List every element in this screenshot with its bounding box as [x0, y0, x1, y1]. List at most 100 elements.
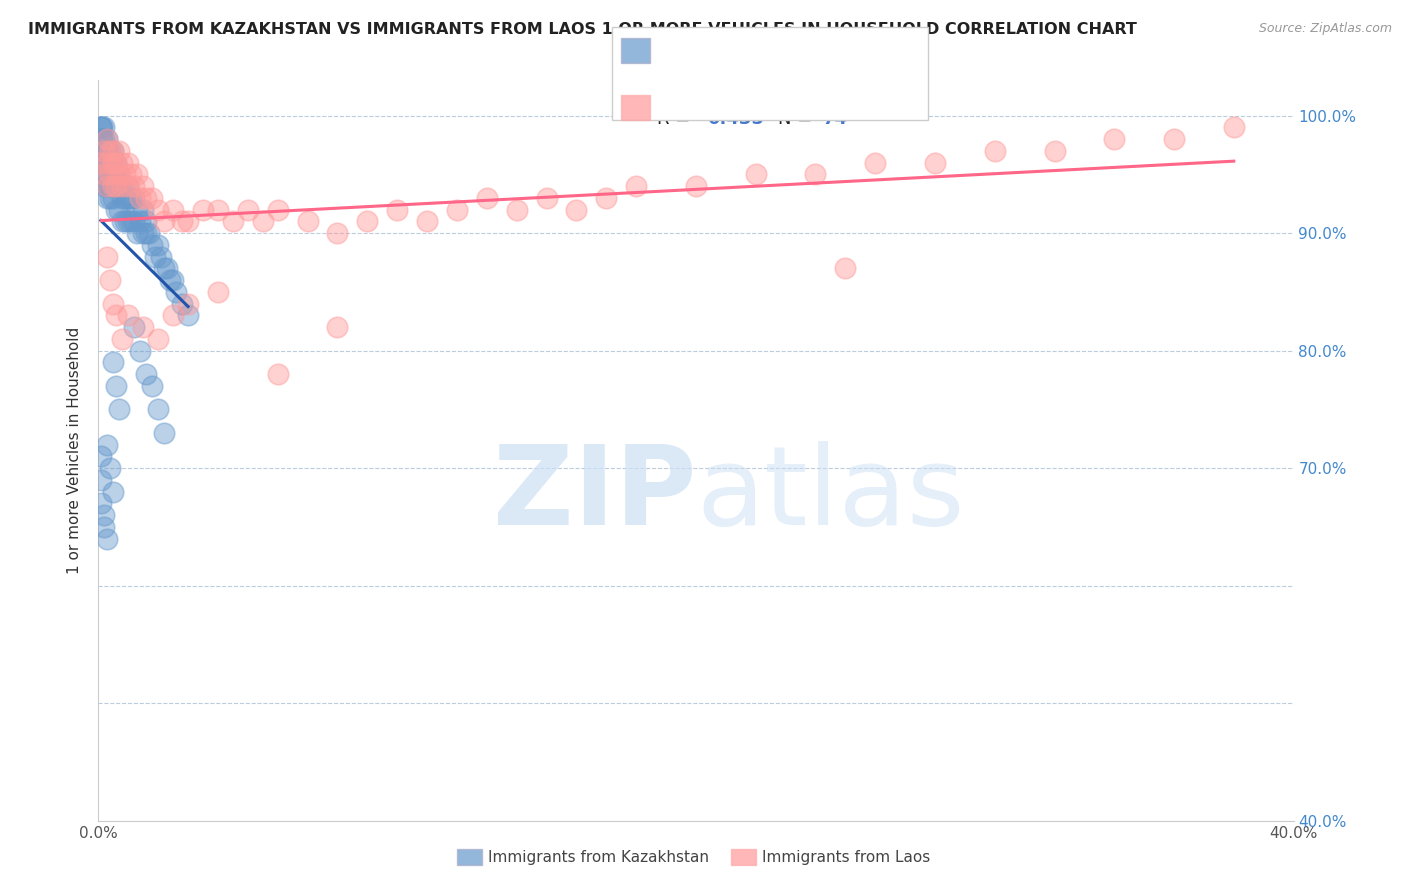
Point: [129, 214, 152, 228]
Point: [1104, 132, 1126, 146]
Point: [103, 484, 125, 499]
Point: [416, 214, 439, 228]
Point: [103, 191, 125, 205]
Point: [96, 191, 118, 205]
Point: [103, 296, 125, 310]
Point: [108, 167, 131, 181]
Point: [90, 473, 112, 487]
Point: [97, 179, 120, 194]
Point: [96, 250, 118, 264]
Point: [385, 202, 409, 217]
Point: [177, 308, 200, 322]
Point: [98, 167, 122, 181]
Text: Source: ZipAtlas.com: Source: ZipAtlas.com: [1258, 22, 1392, 36]
Point: [98, 461, 122, 475]
Point: [90, 496, 112, 510]
Point: [252, 214, 274, 228]
Point: [103, 155, 125, 169]
Point: [141, 237, 163, 252]
Point: [207, 202, 229, 217]
Point: [685, 179, 707, 194]
Point: [117, 308, 139, 322]
Point: [98, 179, 122, 194]
Point: [111, 179, 134, 194]
Point: [626, 179, 648, 194]
Point: [1043, 144, 1066, 158]
Point: [111, 155, 134, 169]
Point: [93, 144, 115, 158]
Point: [745, 167, 768, 181]
Point: [108, 167, 131, 181]
Point: [96, 167, 118, 181]
Point: [356, 214, 378, 228]
Point: [108, 179, 131, 194]
Point: [124, 179, 146, 194]
Point: [834, 261, 856, 276]
Point: [865, 155, 887, 169]
Point: [91, 167, 114, 181]
Point: [162, 202, 184, 217]
Point: [138, 226, 160, 240]
Point: [129, 343, 152, 358]
Point: [96, 132, 118, 146]
Point: [96, 132, 118, 146]
Point: [475, 191, 498, 205]
Point: [103, 144, 125, 158]
Text: ZIP: ZIP: [492, 442, 696, 549]
Point: [446, 202, 468, 217]
Point: [93, 179, 115, 194]
Point: [135, 367, 157, 381]
Text: R =: R =: [657, 110, 696, 128]
Point: [120, 214, 142, 228]
Point: [172, 214, 194, 228]
Point: [93, 132, 115, 146]
Point: [105, 202, 128, 217]
Point: [536, 191, 558, 205]
Point: [114, 214, 136, 228]
Point: [96, 179, 118, 194]
Point: [98, 273, 122, 287]
Point: [506, 202, 529, 217]
Point: [124, 214, 146, 228]
Text: 0.435: 0.435: [707, 110, 763, 128]
Point: [108, 202, 131, 217]
Point: [165, 285, 187, 299]
Point: [127, 226, 149, 240]
Point: [93, 120, 115, 135]
Point: [924, 155, 946, 169]
Point: [103, 179, 125, 194]
Point: [141, 191, 163, 205]
Point: [96, 155, 118, 169]
Point: [132, 320, 155, 334]
Point: [207, 285, 229, 299]
Point: [127, 167, 149, 181]
Point: [98, 144, 122, 158]
Point: [267, 367, 290, 381]
Point: [297, 214, 319, 228]
Point: [114, 167, 136, 181]
Point: [222, 214, 245, 228]
Point: [111, 214, 134, 228]
Point: [124, 320, 146, 334]
Point: [105, 167, 128, 181]
Point: [105, 179, 128, 194]
Point: [91, 120, 114, 135]
Text: 90: 90: [823, 42, 848, 60]
Point: [143, 250, 166, 264]
Point: [124, 191, 146, 205]
Text: Immigrants from Laos: Immigrants from Laos: [762, 850, 931, 864]
Point: [148, 237, 170, 252]
Point: [117, 179, 139, 194]
Point: [98, 191, 122, 205]
Text: IMMIGRANTS FROM KAZAKHSTAN VS IMMIGRANTS FROM LAOS 1 OR MORE VEHICLES IN HOUSEHO: IMMIGRANTS FROM KAZAKHSTAN VS IMMIGRANTS…: [28, 22, 1137, 37]
Point: [103, 179, 125, 194]
Point: [93, 155, 115, 169]
Text: N =: N =: [778, 110, 817, 128]
Y-axis label: 1 or more Vehicles in Household: 1 or more Vehicles in Household: [67, 326, 83, 574]
Point: [96, 179, 118, 194]
Point: [105, 179, 128, 194]
Point: [96, 144, 118, 158]
Point: [162, 308, 184, 322]
Point: [117, 191, 139, 205]
Point: [108, 144, 131, 158]
